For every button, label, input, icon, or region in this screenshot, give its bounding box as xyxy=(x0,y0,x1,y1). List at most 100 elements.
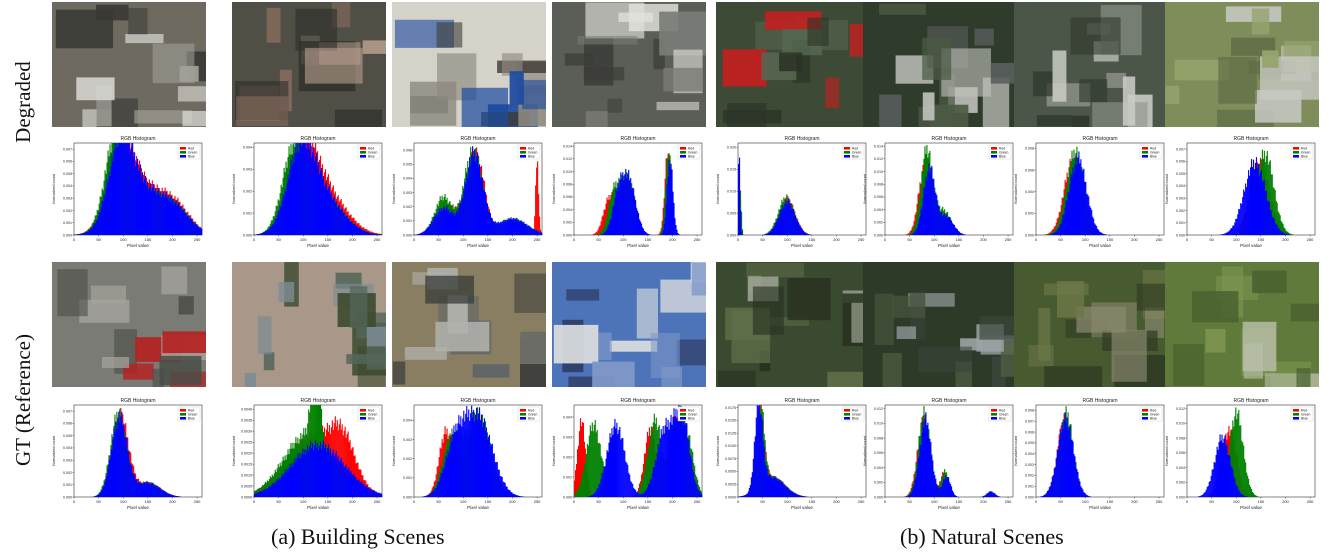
series-blue xyxy=(738,157,812,235)
histogram-bar xyxy=(303,454,305,497)
histogram-bar xyxy=(1055,226,1057,235)
histogram-bar xyxy=(934,475,936,497)
histogram-bar xyxy=(617,433,619,497)
y-tick-label: 0.0015 xyxy=(241,462,252,466)
histogram-bar xyxy=(1219,434,1221,497)
y-axis-label: Normalized count xyxy=(716,435,720,465)
histogram-bar xyxy=(691,459,693,497)
histogram-bar xyxy=(750,477,752,497)
x-axis-label: Pixel value xyxy=(938,505,960,510)
histogram-bar xyxy=(1236,218,1238,235)
histogram-bar xyxy=(263,489,265,497)
histogram-bar xyxy=(1075,466,1077,497)
histogram-bar xyxy=(963,234,965,235)
series-blue xyxy=(910,163,966,235)
histogram-bar xyxy=(322,176,325,235)
histogram-bar xyxy=(1268,161,1270,235)
histogram-bar xyxy=(129,143,131,235)
histogram-bar xyxy=(1233,225,1235,235)
photo-n-deg-3 xyxy=(1014,2,1168,127)
histogram-bar xyxy=(603,226,605,235)
histogram-bar xyxy=(350,221,352,235)
histogram-bar xyxy=(655,417,657,497)
histogram-bar xyxy=(912,233,914,235)
histogram-bar xyxy=(590,495,592,497)
histogram-bar xyxy=(502,481,504,497)
histogram-bar xyxy=(461,197,463,235)
histogram-bar xyxy=(1088,496,1090,497)
histogram-bar xyxy=(610,437,612,497)
histogram-bar xyxy=(1074,164,1076,235)
histogram-bar xyxy=(337,455,339,497)
histogram-bar xyxy=(1251,491,1254,497)
histogram-bar xyxy=(507,489,509,497)
histogram-bar xyxy=(314,445,316,497)
histogram-bar xyxy=(800,495,802,497)
histogram-bar xyxy=(168,200,170,235)
series-blue xyxy=(738,405,808,497)
histogram-bar xyxy=(616,191,618,235)
histogram-bar xyxy=(1234,222,1236,235)
histogram-bar xyxy=(458,415,460,497)
histogram-bar xyxy=(1231,467,1233,497)
histogram-bar xyxy=(444,209,446,235)
histogram-bar xyxy=(415,234,418,235)
histogram-bar xyxy=(98,211,100,235)
histogram-bar xyxy=(537,161,539,235)
histogram-bar xyxy=(281,473,283,497)
histogram-bar xyxy=(925,176,927,235)
histogram-bar xyxy=(1241,203,1243,235)
histogram-bar xyxy=(957,230,959,235)
legend-label-red: Red xyxy=(688,146,694,150)
histogram-bar xyxy=(521,496,523,497)
histogram-bar xyxy=(456,431,458,497)
histogram-bar xyxy=(1256,168,1259,235)
histogram-bar xyxy=(480,414,483,497)
histogram-bar xyxy=(936,194,938,235)
histogram-bar xyxy=(1223,438,1225,497)
histogram-bar xyxy=(155,486,157,497)
y-tick-label: 0.0020 xyxy=(241,451,252,455)
histogram-bar xyxy=(1049,234,1051,235)
histogram-bar xyxy=(665,203,667,235)
histogram-bar xyxy=(1073,454,1075,497)
histogram-bar xyxy=(488,211,490,235)
histogram-bar xyxy=(276,478,278,497)
histogram-bar xyxy=(1071,177,1073,235)
histogram-bar xyxy=(457,423,459,497)
histogram-bar xyxy=(764,234,766,235)
histogram-title: RGB Histogram xyxy=(931,398,966,404)
histogram-bar xyxy=(911,490,913,497)
histogram-bar xyxy=(292,155,294,235)
x-tick-label: 200 xyxy=(349,499,356,504)
histogram-bar xyxy=(946,478,948,497)
histogram-bar xyxy=(123,423,125,497)
histogram-bar xyxy=(497,469,499,497)
histogram-bar xyxy=(910,234,912,235)
histogram-bar xyxy=(770,231,772,235)
legend-label-green: Green xyxy=(528,412,538,416)
histogram-bar xyxy=(1245,183,1247,235)
y-tick-label: 0.000 xyxy=(1176,495,1185,499)
histogram-bar xyxy=(111,450,113,497)
histogram-bar xyxy=(917,209,919,235)
histogram-bar xyxy=(603,209,605,235)
histogram-bar xyxy=(107,468,109,497)
histogram-bar xyxy=(367,487,369,497)
histogram-bar xyxy=(101,200,103,235)
histogram-bar xyxy=(129,462,131,497)
histogram-bar xyxy=(1213,462,1215,497)
histogram-bar xyxy=(113,428,115,497)
histogram-bar xyxy=(591,422,593,497)
histogram-bar xyxy=(1097,228,1099,235)
histogram-bar xyxy=(1284,228,1286,235)
y-tick-label: 0.002 xyxy=(403,205,412,209)
histogram-bar xyxy=(990,491,992,497)
histogram-bar xyxy=(689,453,691,497)
histogram-bar xyxy=(610,195,612,235)
histogram-bar xyxy=(323,448,326,497)
histogram-bar xyxy=(767,475,769,497)
